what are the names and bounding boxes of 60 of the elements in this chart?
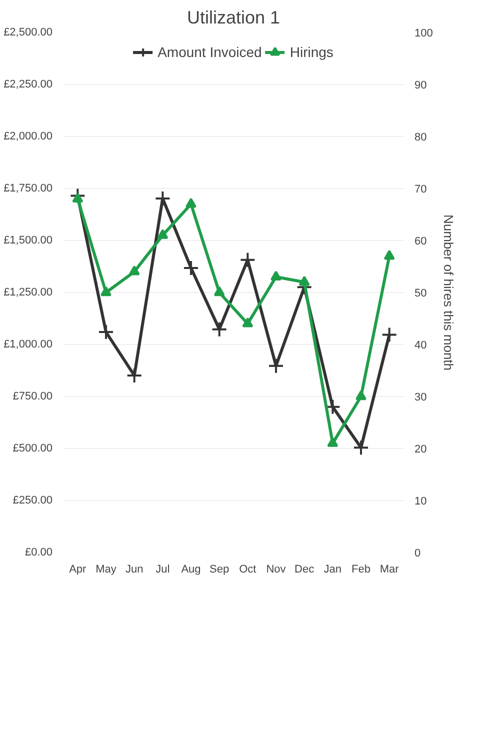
y2-tick-label: 10: [414, 496, 427, 508]
point: [268, 358, 284, 374]
y2-tick-label: 90: [414, 80, 427, 92]
y2-tick-label: 60: [414, 236, 427, 248]
x-tick-label: Feb: [352, 564, 370, 576]
x-tick-label: Jul: [156, 564, 170, 576]
x-tick-label: Dec: [294, 564, 315, 576]
y-tick-label: £2,250.00: [4, 78, 52, 90]
x-tick-label: May: [96, 564, 117, 576]
point: [72, 192, 84, 202]
point: [242, 318, 254, 328]
y2-tick-label: 100: [414, 28, 433, 40]
point: [154, 190, 171, 206]
point: [327, 437, 338, 447]
x-tick-label: Jun: [125, 564, 144, 576]
point: [270, 270, 282, 280]
y-tick-label: £1,000.00: [4, 338, 52, 350]
point: [183, 260, 199, 276]
y2-tick-label: 0: [414, 548, 421, 560]
x-tick-label: Nov: [266, 564, 286, 576]
y2-tick-label: 30: [414, 392, 427, 404]
point: [98, 324, 114, 340]
point: [381, 326, 398, 343]
x-tick-label: Mar: [380, 564, 400, 576]
y2-axis-title: Number of hires this month: [440, 214, 456, 371]
point: [100, 286, 112, 296]
y-tick-label: £1,250.00: [4, 286, 52, 298]
y-tick-label: £500.00: [12, 442, 53, 454]
y2-tick-label: 80: [414, 132, 427, 144]
y-tick-label: £1,750.00: [4, 182, 52, 194]
x-tick-label: Jan: [324, 564, 342, 576]
point: [240, 252, 256, 268]
point: [70, 188, 86, 204]
point: [298, 276, 310, 286]
point: [128, 266, 140, 276]
legend-label: Amount Invoiced: [158, 44, 262, 60]
x-tick-label: Aug: [181, 564, 201, 576]
y-tick-label: £2,500.00: [4, 26, 52, 38]
y-tick-label: £750.00: [12, 390, 53, 402]
point: [211, 321, 228, 338]
point: [384, 250, 395, 260]
point: [353, 440, 369, 456]
y-tick-label: £1,500.00: [4, 234, 52, 246]
x-tick-label: Apr: [69, 564, 87, 576]
point: [214, 286, 225, 296]
point: [157, 229, 168, 239]
y-tick-label: £2,000.00: [4, 130, 52, 142]
y2-tick-label: 70: [414, 184, 427, 196]
legend-label: Hirings: [290, 44, 334, 60]
y2-tick-label: 50: [414, 288, 427, 300]
point: [356, 390, 366, 400]
y2-tick-label: 40: [414, 340, 427, 352]
y-tick-label: £0.00: [24, 546, 53, 558]
point: [126, 367, 142, 384]
point: [186, 198, 196, 208]
x-tick-label: Sep: [210, 564, 230, 576]
y2-tick-label: 20: [414, 444, 427, 456]
chart-title: Utilization 1: [186, 8, 280, 28]
x-tick-label: Oct: [239, 564, 256, 576]
y-tick-label: £250.00: [12, 494, 53, 506]
